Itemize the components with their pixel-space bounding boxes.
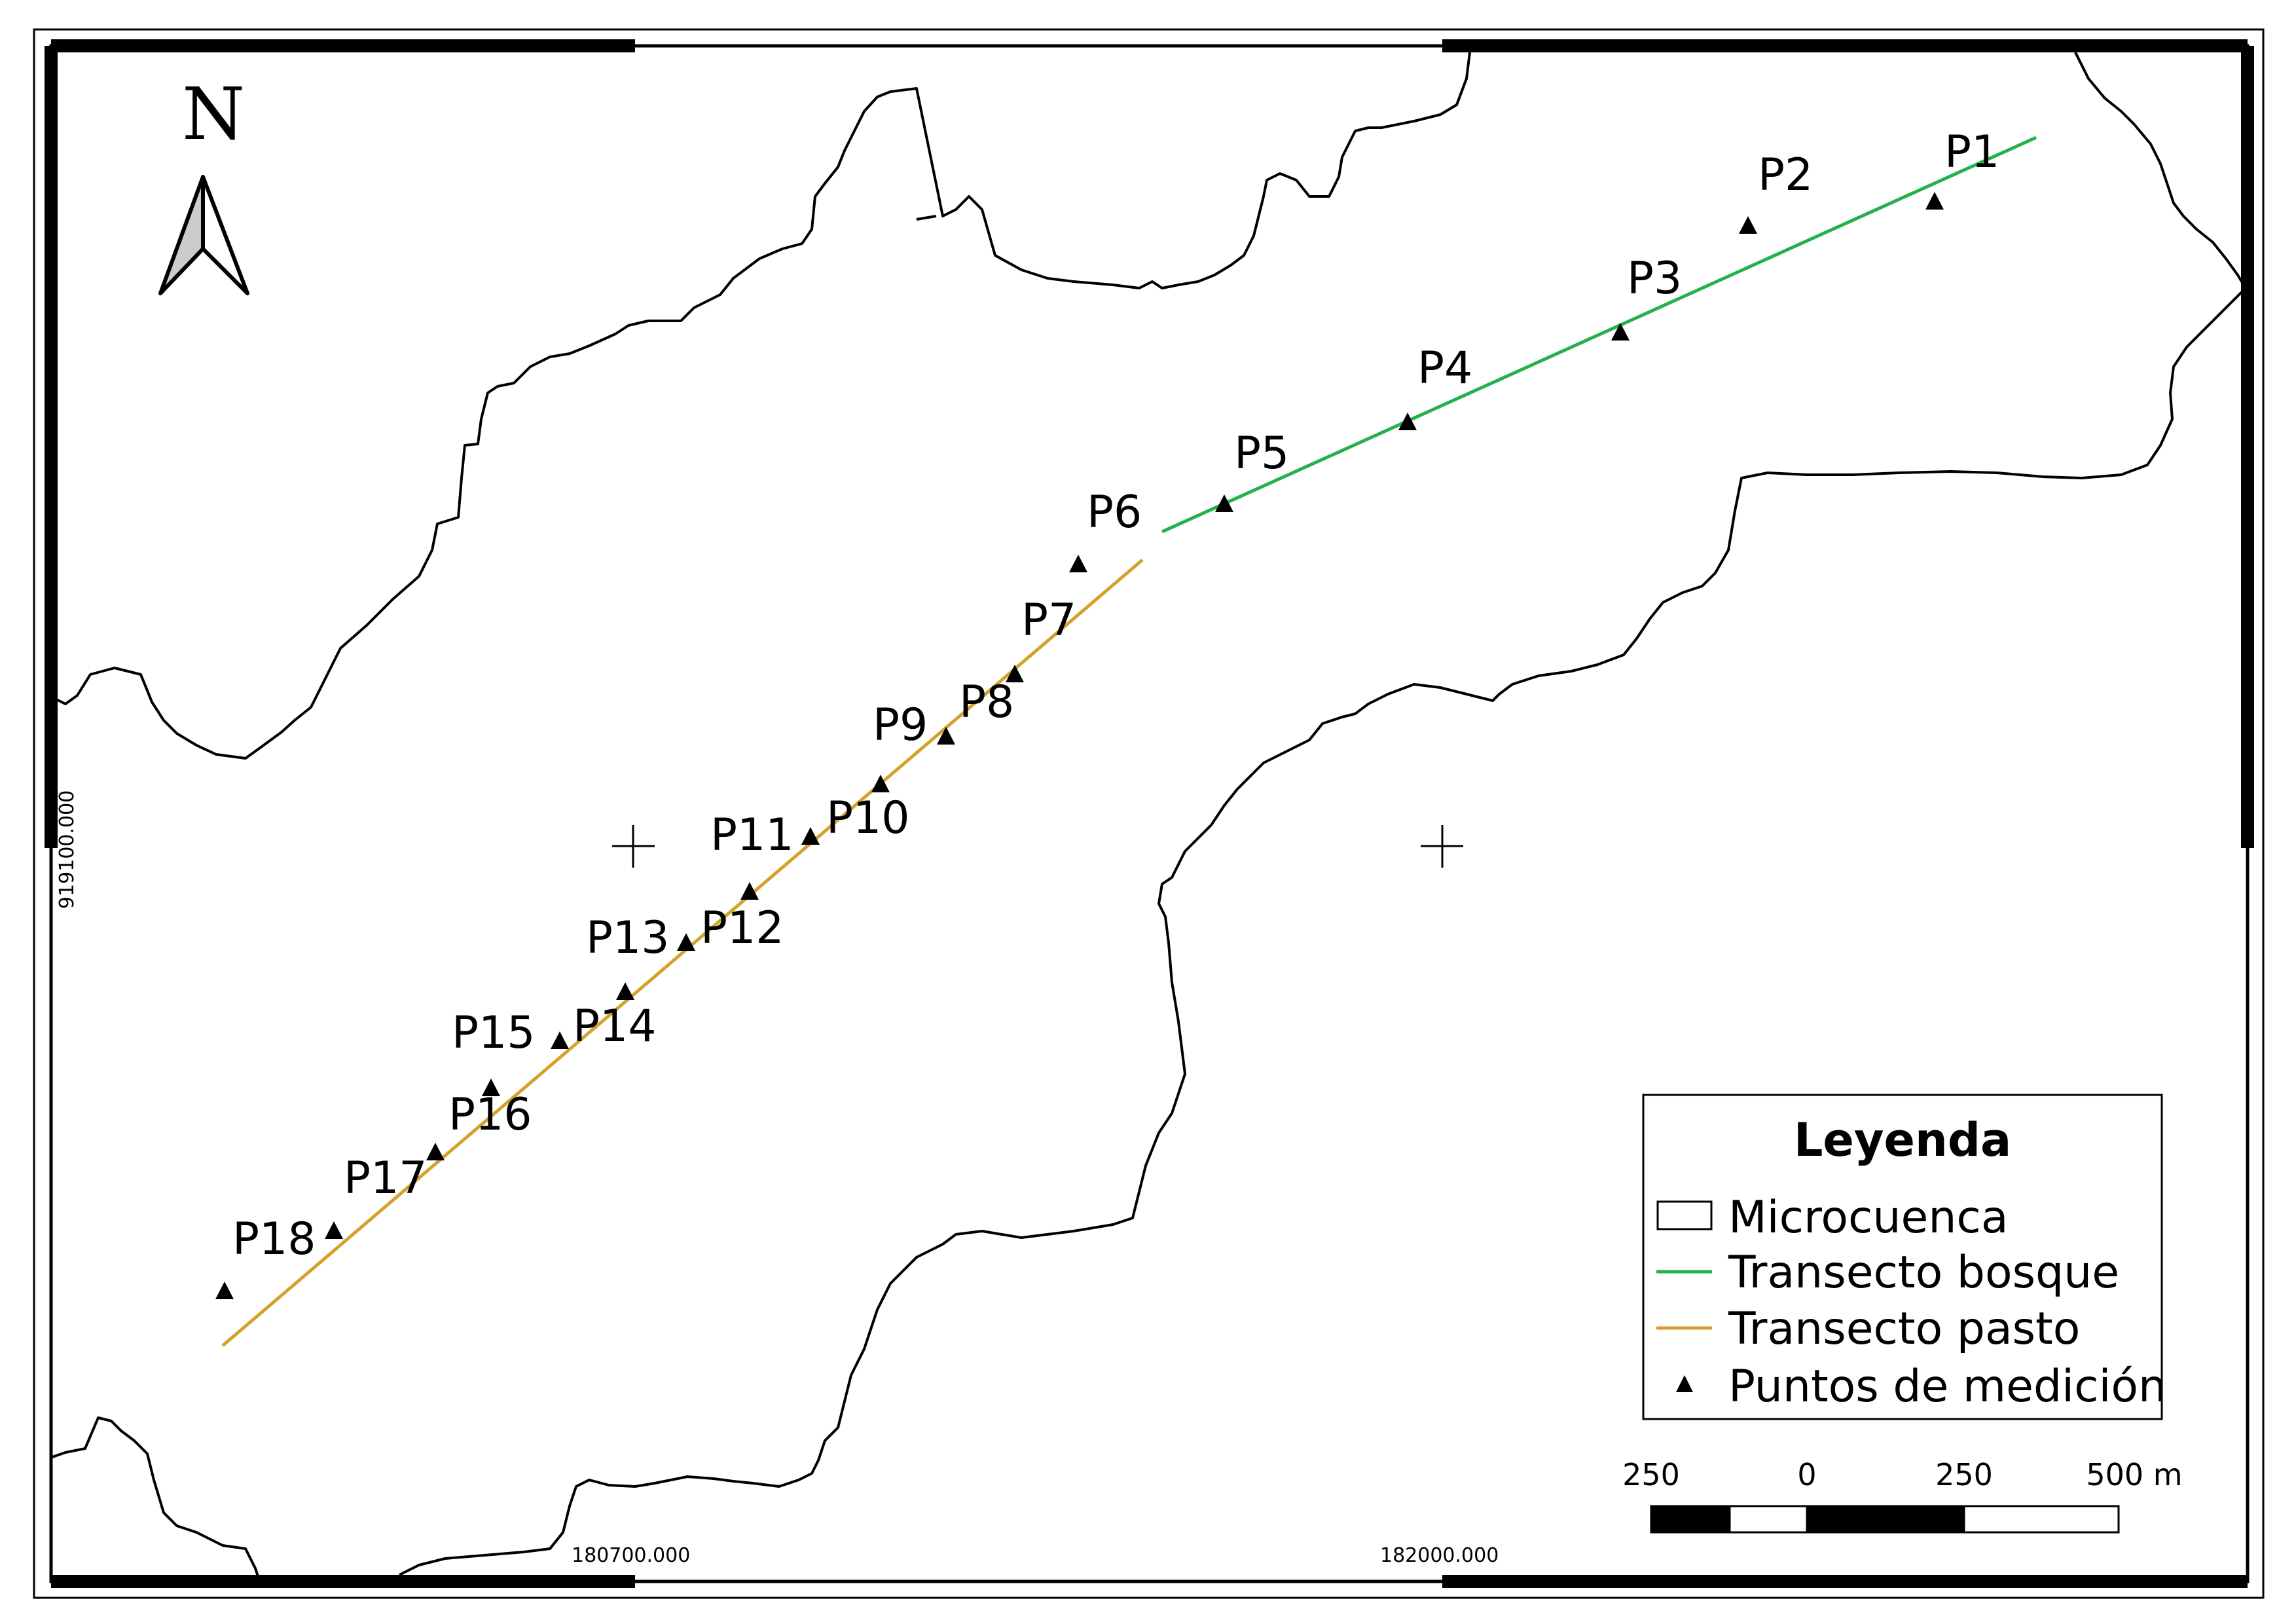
point-label-p3: P3 (1627, 253, 1682, 304)
legend-item-microcuenca: Microcuenca (1728, 1192, 2009, 1244)
legend-item-transecto-pasto: Transecto pasto (1728, 1303, 2080, 1355)
point-label-p5: P5 (1234, 428, 1289, 479)
microcuenca-boundary-north-fix (916, 215, 937, 221)
point-marker-p9 (871, 775, 890, 792)
point-marker-p5 (1215, 494, 1233, 512)
point-label-p9: P9 (873, 699, 928, 751)
legend: Leyenda Microcuenca Transecto bosque Tra… (1642, 1094, 2166, 1420)
legend-item-puntos: Puntos de medición (1728, 1361, 2166, 1412)
scale-label-250-right: 250 (1935, 1457, 1993, 1492)
point-marker-p1 (1925, 192, 1944, 210)
scale-label-250-left: 250 (1622, 1457, 1680, 1492)
legend-swatch-microcuenca (1656, 1200, 1713, 1230)
point-marker-p10 (801, 827, 820, 845)
grid-label-x1: 180700.000 (572, 1544, 690, 1567)
microcuenca-boundary-east (399, 52, 2247, 1576)
grid-label-x2: 182000.000 (1380, 1544, 1499, 1567)
point-marker-p17 (325, 1221, 343, 1239)
point-label-p15: P15 (452, 1007, 536, 1059)
scale-segment-4 (1963, 1505, 2120, 1534)
scale-segment-2 (1728, 1505, 1808, 1534)
scale-label-500m: 500 m (2086, 1457, 2182, 1492)
scale-segment-1 (1650, 1505, 1731, 1534)
north-arrow-icon (158, 175, 249, 295)
scale-label-0: 0 (1797, 1457, 1816, 1492)
legend-swatch-triangle-icon (1676, 1375, 1693, 1392)
legend-item-transecto-bosque: Transecto bosque (1728, 1247, 2119, 1299)
transecto-bosque-line (1161, 136, 2037, 534)
point-label-p12: P12 (701, 902, 784, 954)
point-label-p17: P17 (344, 1153, 428, 1204)
legend-box (1642, 1094, 2163, 1420)
point-label-p2: P2 (1758, 149, 1813, 201)
scale-segment-3 (1806, 1505, 1965, 1534)
point-label-p8: P8 (959, 676, 1014, 728)
scale-bar: 250 0 250 500 m (1622, 1457, 2183, 1534)
point-label-p1: P1 (1944, 126, 1999, 178)
point-marker-p6 (1069, 555, 1087, 572)
point-marker-p3 (1611, 323, 1630, 341)
grid-crosses (612, 825, 1463, 868)
point-marker-p13 (616, 982, 634, 1000)
point-marker-p8 (937, 727, 955, 745)
point-marker-p12 (677, 933, 695, 951)
transecto-pasto-line (221, 559, 1144, 1347)
point-label-p10: P10 (826, 792, 910, 844)
north-label: N (182, 72, 245, 156)
point-marker-p2 (1739, 216, 1757, 234)
outer-border (33, 28, 2265, 1599)
microcuenca-boundary-north (52, 52, 1471, 760)
microcuenca-boundary-southwest (52, 1416, 260, 1579)
point-marker-p14 (551, 1031, 569, 1049)
point-label-p11: P11 (710, 809, 794, 861)
point-label-p18: P18 (232, 1213, 316, 1265)
point-label-p14: P14 (573, 1001, 657, 1052)
point-marker-p18 (215, 1282, 234, 1299)
legend-title: Leyenda (1794, 1113, 2011, 1167)
point-marker-p15 (482, 1079, 500, 1096)
point-label-p7: P7 (1021, 595, 1076, 646)
point-marker-p16 (426, 1143, 445, 1160)
point-label-p4: P4 (1417, 342, 1472, 394)
grid-label-y1: 919100.000 (56, 790, 79, 909)
frame-ticks (45, 39, 2254, 1588)
point-label-p6: P6 (1087, 487, 1142, 538)
point-label-p16: P16 (448, 1089, 532, 1141)
point-marker-p7 (1006, 665, 1024, 682)
point-marker-p4 (1398, 413, 1417, 430)
point-marker-p11 (740, 882, 759, 900)
point-label-p13: P13 (586, 912, 670, 964)
